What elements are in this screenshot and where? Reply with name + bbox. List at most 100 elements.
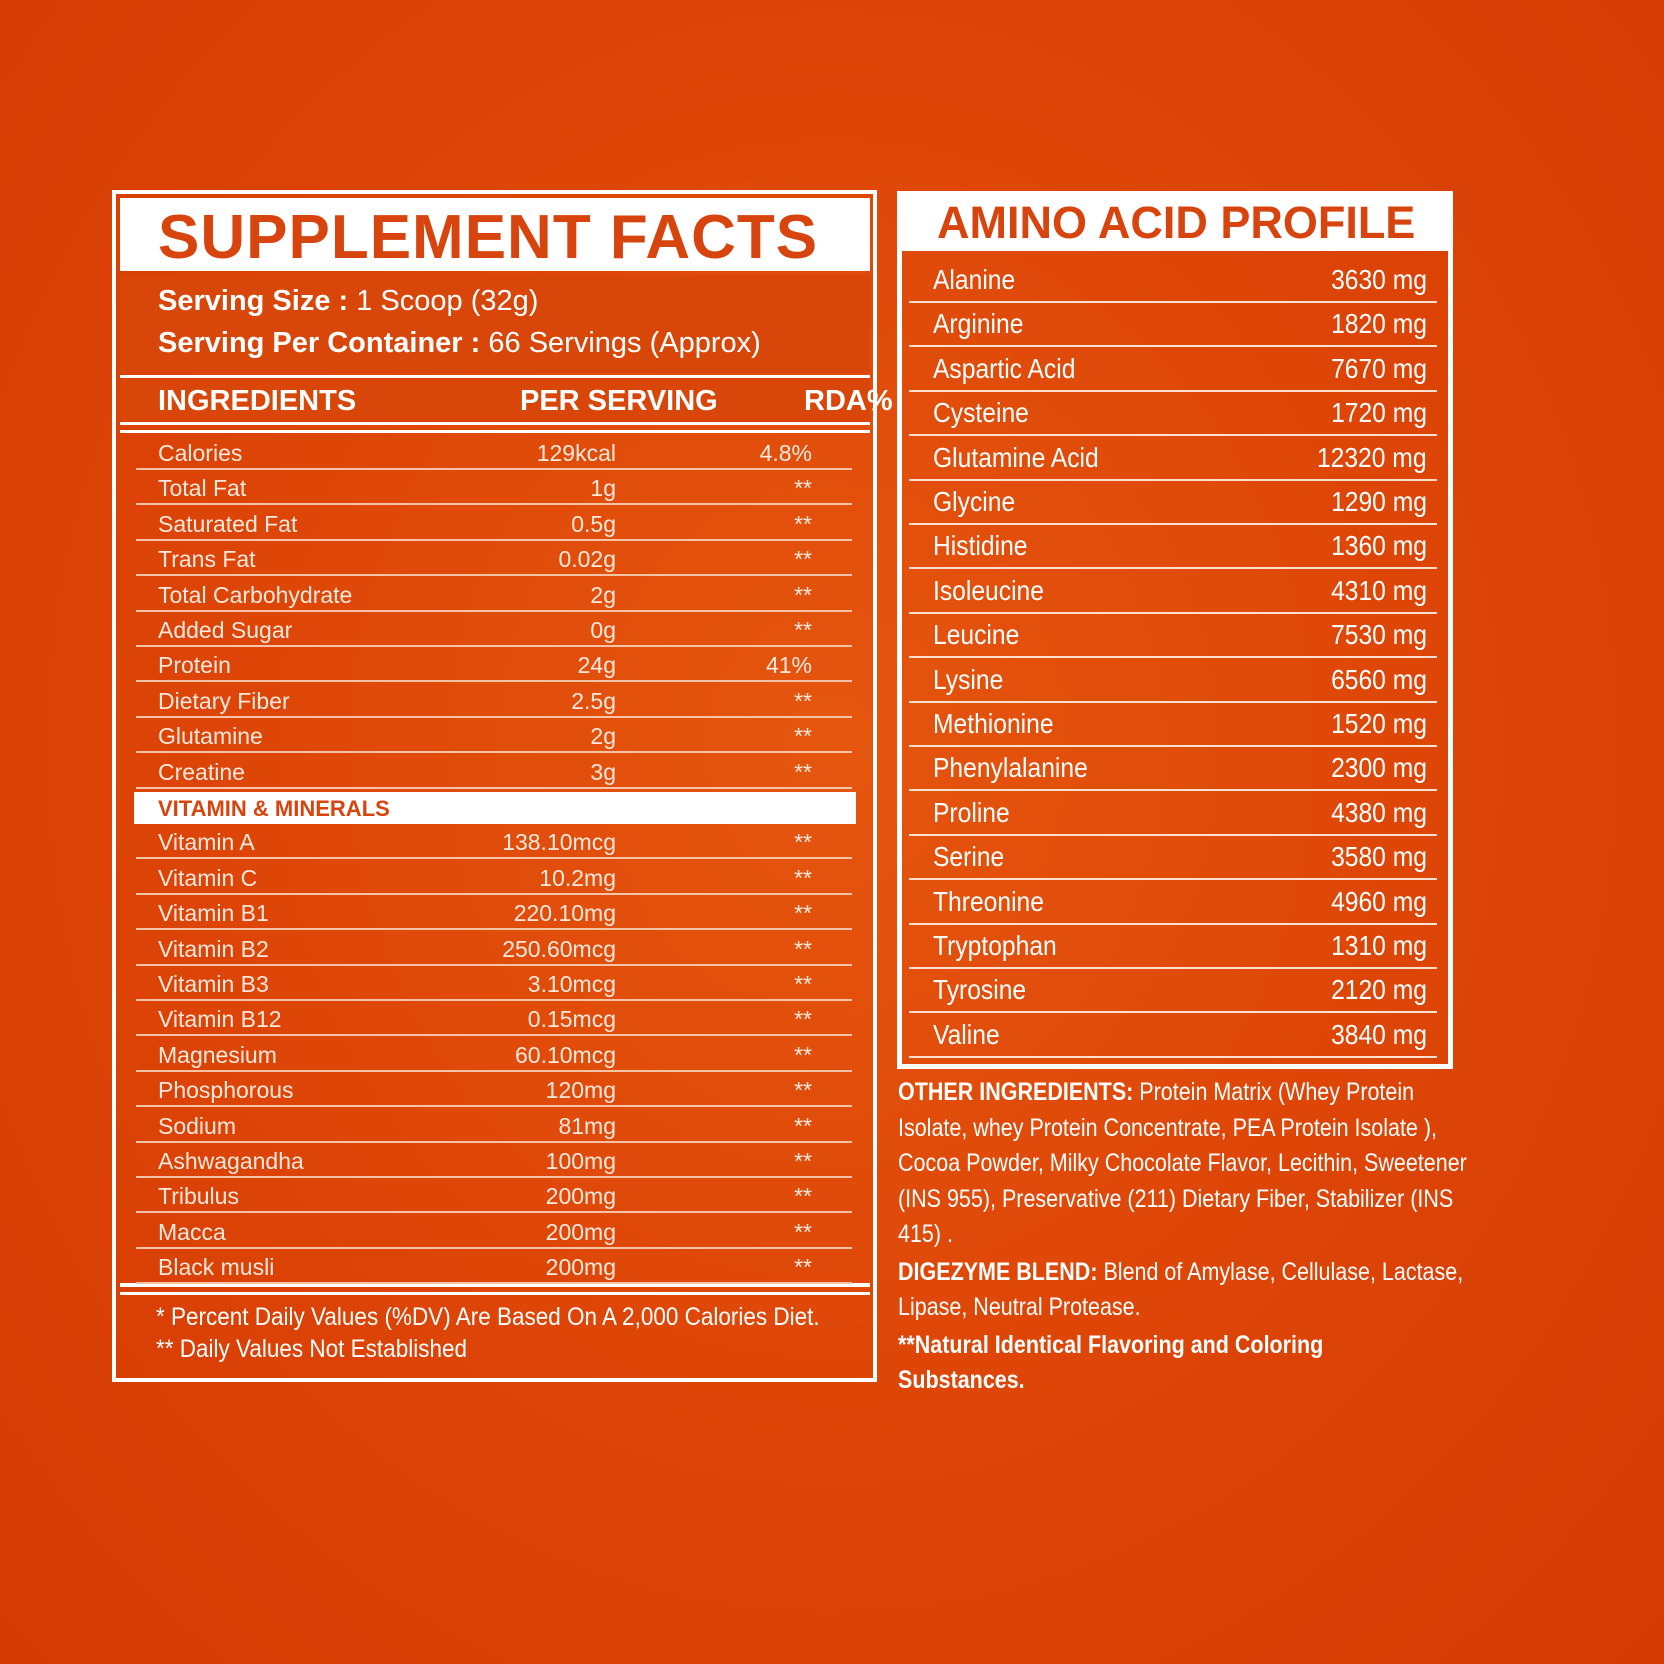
amino-name: Cysteine — [933, 397, 1029, 429]
ingredient-row: Macca 200mg ** — [136, 1214, 852, 1249]
amino-name: Isoleucine — [933, 574, 1044, 606]
ingredient-name: Vitamin B3 — [158, 971, 269, 997]
ingredient-row: Trans Fat 0.02g ** — [136, 541, 852, 577]
rda-value: ** — [794, 935, 812, 962]
amino-value: 3840 mg — [1331, 1018, 1427, 1050]
amino-title-bar: AMINO ACID PROFILE — [897, 191, 1453, 251]
amino-row: Glycine 1290 mg — [909, 480, 1437, 525]
amino-value: 2120 mg — [1331, 974, 1427, 1006]
per-serving-value: 10.2mg — [539, 864, 616, 891]
amino-name: Arginine — [933, 308, 1024, 340]
ingredient-row: Protein 24g 41% — [136, 647, 852, 683]
per-serving-value: 0.15mcg — [527, 1006, 616, 1033]
amino-value: 6560 mg — [1331, 663, 1427, 695]
amino-name: Methionine — [933, 708, 1054, 739]
ingredient-row: Phosphorous 120mg ** — [136, 1072, 852, 1108]
ingredient-row: Total Fat 1g ** — [136, 470, 852, 506]
ingredient-row: Added Sugar 0g ** — [136, 612, 852, 647]
amino-row: Lysine 6560 mg — [909, 658, 1437, 703]
serving-info: Serving Size : 1 Scoop (32g) Serving Per… — [120, 275, 870, 373]
amino-value: 12320 mg — [1317, 441, 1427, 473]
ingredient-name: Trans Fat — [158, 546, 256, 573]
serving-size-value: 1 Scoop (32g) — [356, 285, 539, 317]
per-serving-value: 200mg — [545, 1218, 616, 1245]
rda-value: ** — [794, 1218, 812, 1245]
per-serving-value: 138.10mcg — [502, 829, 616, 856]
amino-name: Tyrosine — [933, 974, 1027, 1006]
supplement-facts-title-bar: SUPPLEMENT FACTS — [120, 198, 870, 272]
amino-value: 7530 mg — [1331, 619, 1427, 651]
amino-name: Tryptophan — [933, 930, 1057, 961]
other-ingredients-block: OTHER INGREDIENTS: Protein Matrix (Whey … — [898, 1075, 1467, 1399]
ingredient-name: Total Fat — [158, 475, 247, 502]
rda-value: ** — [794, 864, 812, 891]
serving-size-label: Serving Size : — [158, 285, 349, 317]
ingredient-name: Glutamine — [158, 723, 263, 750]
amino-value: 4380 mg — [1331, 796, 1427, 828]
amino-value: 3580 mg — [1331, 841, 1427, 873]
per-serving-value: 0.02g — [558, 546, 616, 573]
ingredient-name: Sodium — [158, 1112, 236, 1139]
ingredient-name: Calories — [158, 440, 243, 466]
amino-name: Phenylalanine — [933, 752, 1088, 784]
ingredient-row: Vitamin C 10.2mg ** — [136, 860, 852, 895]
ingredient-name: Vitamin B1 — [158, 900, 269, 927]
amino-value: 1720 mg — [1331, 397, 1427, 429]
ingredients-table: Calories 129kcal 4.8% Total Fat 1g ** Saturate… — [120, 430, 870, 1287]
rda-value: ** — [794, 546, 812, 573]
rda-value: ** — [794, 758, 812, 785]
amino-row: Serine 3580 mg — [909, 835, 1437, 881]
amino-name: Proline — [933, 796, 1010, 828]
footnote-dv: * Percent Daily Values (%DV) Are Based O… — [156, 1303, 820, 1331]
amino-row: Methionine 1520 mg — [909, 702, 1437, 747]
rda-value: ** — [794, 971, 812, 997]
amino-row: Alanine 3630 mg — [909, 258, 1437, 303]
amino-value: 1360 mg — [1331, 530, 1427, 562]
vitamin-minerals-label: VITAMIN & MINERALS — [158, 796, 390, 821]
servings-label: Serving Per Container : — [158, 327, 481, 359]
amino-row: Tryptophan 1310 mg — [909, 924, 1437, 969]
ingredient-row: Saturated Fat 0.5g ** — [136, 506, 852, 541]
ingredient-name: Tribulus — [158, 1183, 239, 1210]
ingredient-name: Vitamin B12 — [158, 1006, 282, 1033]
supplement-facts-panel — [112, 190, 877, 1382]
rda-value: ** — [794, 1112, 812, 1139]
rda-value: ** — [794, 1254, 812, 1281]
ingredient-row: Dietary Fiber 2.5g ** — [136, 683, 852, 718]
amino-row: Histidine 1360 mg — [909, 524, 1437, 570]
digezyme-text: Blend of Amylase, Cellulase, Lactase, Li… — [898, 1257, 1464, 1322]
amino-value: 3630 mg — [1331, 264, 1427, 295]
ingredient-name: Phosphorous — [158, 1077, 294, 1104]
ingredient-row: Sodium 81mg ** — [136, 1108, 852, 1143]
per-serving-value: 129kcal — [536, 440, 616, 466]
amino-value: 4960 mg — [1331, 885, 1427, 917]
column-headers: INGREDIENTS PER SERVING RDA% — [120, 375, 893, 425]
amino-name: Leucine — [933, 619, 1020, 651]
amino-name: Glutamine Acid — [933, 441, 1099, 473]
amino-value: 2300 mg — [1331, 752, 1427, 784]
ingredient-row: Magnesium 60.10mcg ** — [136, 1037, 852, 1072]
ingredient-row: Calories 129kcal 4.8% — [136, 435, 852, 470]
rda-value: ** — [794, 1148, 812, 1174]
ingredient-row: Black musli 200mg ** — [136, 1249, 852, 1285]
rda-value: ** — [794, 1006, 812, 1033]
ingredient-name: Ashwagandha — [158, 1148, 304, 1174]
ingredient-row: Vitamin B3 3.10mcg ** — [136, 966, 852, 1001]
ingredient-name: Protein — [158, 652, 231, 679]
amino-value: 1310 mg — [1331, 930, 1427, 961]
rda-value: ** — [794, 900, 812, 927]
amino-name: Lysine — [933, 663, 1004, 695]
amino-name: Histidine — [933, 530, 1028, 562]
amino-row: Glutamine Acid 12320 mg — [909, 436, 1437, 481]
ingredient-name: Saturated Fat — [158, 510, 298, 537]
amino-row: Aspartic Acid 7670 mg — [909, 347, 1437, 392]
digezyme-label: DIGEZYME BLEND: — [898, 1257, 1098, 1286]
vitamin-minerals-header: VITAMIN & MINERALS — [134, 792, 856, 824]
servings-value: 66 Servings (Approx) — [488, 327, 761, 359]
per-serving-value: 60.10mcg — [514, 1041, 616, 1068]
ingredient-row: Total Carbohydrate 2g ** — [136, 577, 852, 612]
amino-table: Alanine 3630 mg Arginine 1820 mg Aspartic Ac… — [897, 258, 1453, 1058]
amino-name: Valine — [933, 1018, 1000, 1050]
rda-value: 41% — [765, 652, 812, 679]
per-serving-value: 0g — [590, 617, 616, 643]
